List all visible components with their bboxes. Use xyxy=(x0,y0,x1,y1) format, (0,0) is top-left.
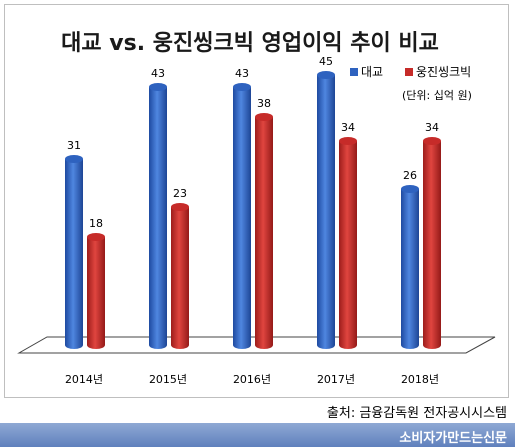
source-credit: 출처: 금융감독원 전자공시시스템 xyxy=(326,406,507,421)
bar-woongjin-4 xyxy=(339,137,357,349)
x-tick-label-5: 2018년 xyxy=(401,373,439,386)
value-label-woongjin-3: 38 xyxy=(257,97,271,110)
value-label-daekyo-3: 43 xyxy=(235,67,249,80)
bar-woongjin-3 xyxy=(255,113,273,349)
chart-frame: 대교 vs. 웅진씽크빅 영업이익 추이 비교 대교 웅진씽크빅 (단위: 십억… xyxy=(4,4,509,398)
x-tick-label-4: 2017년 xyxy=(317,373,355,386)
bar-daekyo-1 xyxy=(65,155,83,349)
value-label-woongjin-1: 18 xyxy=(89,217,103,230)
bar-woongjin-2 xyxy=(171,203,189,349)
legend: 대교 웅진씽크빅 (단위: 십억 원) xyxy=(350,65,472,102)
value-label-daekyo-5: 26 xyxy=(403,169,417,182)
bar-woongjin-1 xyxy=(87,233,105,349)
value-label-woongjin-5: 34 xyxy=(425,121,439,134)
chart-title: 대교 vs. 웅진씽크빅 영업이익 추이 비교 xyxy=(61,31,439,56)
value-label-woongjin-2: 23 xyxy=(173,187,187,200)
value-label-woongjin-4: 34 xyxy=(341,121,355,134)
bar-daekyo-2 xyxy=(149,83,167,349)
brand-name: 소비자가만드는신문 xyxy=(399,431,507,446)
value-label-daekyo-4: 45 xyxy=(319,55,333,68)
value-label-daekyo-2: 43 xyxy=(151,67,165,80)
bar-daekyo-4 xyxy=(317,71,335,349)
chart-svg: 대교 vs. 웅진씽크빅 영업이익 추이 비교 대교 웅진씽크빅 (단위: 십억… xyxy=(17,31,496,386)
legend-swatch-woongjin xyxy=(405,68,413,76)
legend-label-woongjin: 웅진씽크빅 xyxy=(416,65,471,79)
x-tick-label-1: 2014년 xyxy=(65,373,103,386)
bar-woongjin-5 xyxy=(423,137,441,349)
bar-daekyo-3 xyxy=(233,83,251,349)
legend-swatch-daekyo xyxy=(350,68,358,76)
x-tick-label-3: 2016년 xyxy=(233,373,271,386)
value-label-daekyo-1: 31 xyxy=(67,139,81,152)
legend-label-daekyo: 대교 xyxy=(361,65,383,79)
x-tick-label-2: 2015년 xyxy=(149,373,187,386)
bars-layer: 31 18 2014년 43 23 2015년 43 38 2016년 45 34 2017년 26 34… xyxy=(65,55,441,386)
bar-daekyo-5 xyxy=(401,185,419,349)
brand-bar: 소비자가만드는신문 xyxy=(0,423,515,447)
unit-note: (단위: 십억 원) xyxy=(402,89,472,102)
